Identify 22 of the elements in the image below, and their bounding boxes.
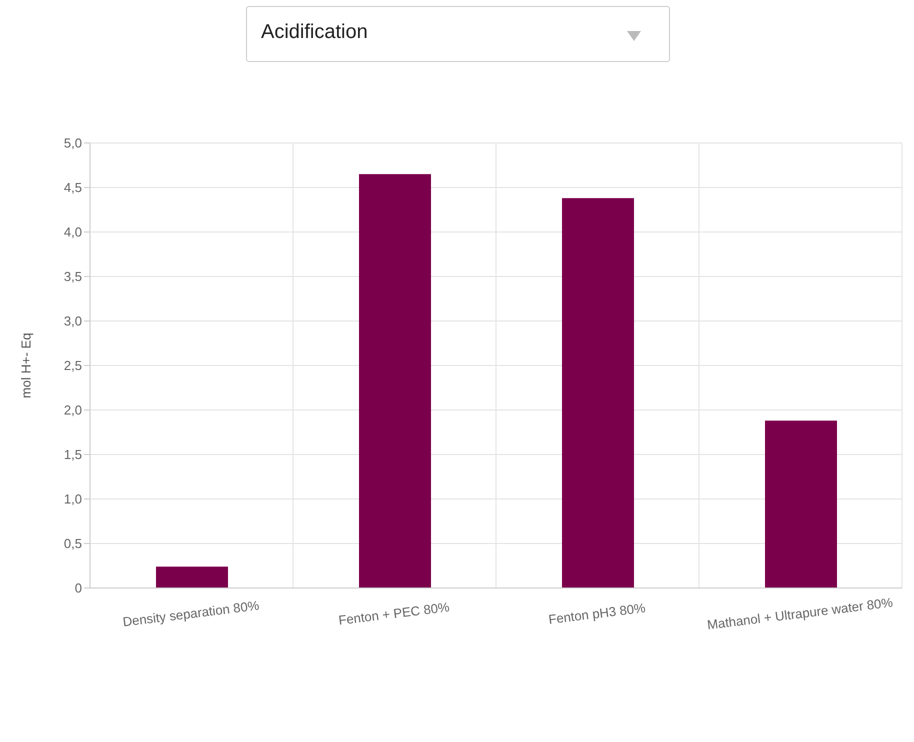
chart-title: Acidification [261,21,368,44]
y-tick-label: 3,0 [64,314,82,329]
bar [765,420,837,588]
bar [562,198,634,588]
y-tick-label: 2,0 [64,402,82,418]
x-tick-label: Mathanol + Ultrapure water 80% [706,594,894,632]
y-tick-label: 1,0 [64,492,82,507]
x-tick-label: Fenton + PEC 80% [338,599,451,628]
y-axis-title: mol H+- Eq [18,332,34,398]
y-tick-label: 4,5 [64,180,82,196]
y-tick-label: 3,5 [64,269,82,284]
y-tick-label: 4,0 [64,224,82,240]
y-tick-label: 0 [74,580,82,596]
bar [156,566,228,588]
y-tick-label: 5,0 [64,136,82,151]
y-tick-label: 1,5 [64,447,82,462]
bar [359,174,431,588]
x-tick-label: Fenton pH3 80% [548,600,647,627]
y-tick-label: 0,5 [64,536,82,552]
dropdown-field: Acidification [246,6,670,62]
y-tick-label: 2,5 [64,358,82,374]
x-tick-label: Density separation 80% [122,598,260,630]
